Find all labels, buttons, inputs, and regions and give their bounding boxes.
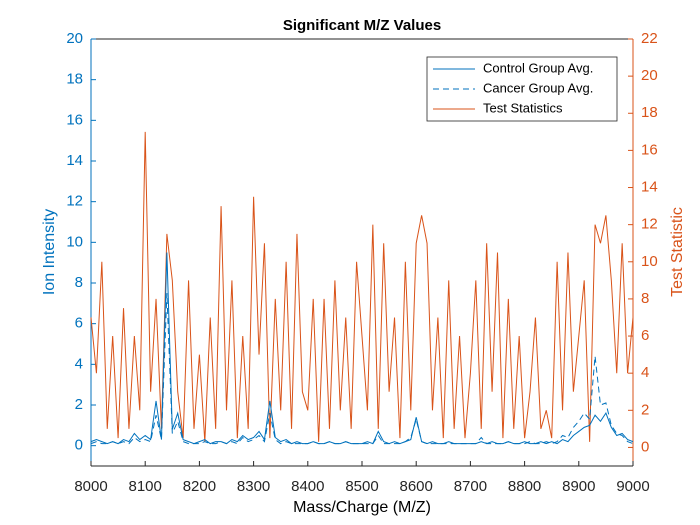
x-tick-label: 8800 — [508, 478, 541, 495]
x-tick-label: 8900 — [562, 478, 595, 495]
series-line — [90, 131, 634, 442]
y-tick-label: 18 — [66, 71, 83, 88]
y2-tick-label: 22 — [641, 30, 658, 47]
y2-tick-label: 16 — [641, 141, 658, 158]
y2-tick-label: 10 — [641, 253, 658, 270]
x-axis-label: Mass/Charge (M/Z) — [293, 499, 431, 516]
x-tick-label: 8600 — [400, 478, 433, 495]
y-tick-label: 6 — [75, 315, 83, 332]
y2-tick-label: 14 — [641, 178, 658, 195]
y2-tick-label: 18 — [641, 104, 658, 121]
y-axis-label: Ion Intensity — [41, 209, 58, 295]
legend-label: Cancer Group Avg. — [483, 80, 593, 95]
y2-axis-label: Test Statistic — [669, 207, 686, 297]
y-tick-label: 12 — [66, 193, 83, 210]
y2-tick-label: 6 — [641, 327, 649, 344]
y2-tick-label: 0 — [641, 438, 649, 455]
y2-tick-label: 12 — [641, 216, 658, 233]
series-line — [90, 293, 634, 445]
x-tick-label: 8400 — [291, 478, 324, 495]
y-tick-label: 0 — [75, 437, 83, 454]
x-tick-label: 9000 — [616, 478, 649, 495]
x-tick-label: 8700 — [454, 478, 487, 495]
x-tick-label: 8100 — [129, 478, 162, 495]
legend-label: Control Group Avg. — [483, 60, 593, 75]
y2-tick-label: 2 — [641, 401, 649, 418]
chart-title: Significant M/Z Values — [283, 17, 441, 34]
y-tick-label: 16 — [66, 111, 83, 128]
x-tick-label: 8500 — [345, 478, 378, 495]
series-line — [90, 252, 634, 445]
legend-label: Test Statistics — [483, 100, 563, 115]
x-tick-label: 8000 — [74, 478, 107, 495]
x-tick-label: 8300 — [237, 478, 270, 495]
y2-tick-label: 20 — [641, 67, 658, 84]
y-tick-label: 4 — [75, 355, 83, 372]
y2-tick-label: 4 — [641, 364, 649, 381]
y-tick-label: 2 — [75, 396, 83, 413]
y-tick-label: 20 — [66, 30, 83, 47]
y-tick-label: 10 — [66, 233, 83, 250]
x-tick-label: 8200 — [183, 478, 216, 495]
y-tick-label: 8 — [75, 274, 83, 291]
y2-tick-label: 8 — [641, 290, 649, 307]
y-tick-label: 14 — [66, 152, 83, 169]
